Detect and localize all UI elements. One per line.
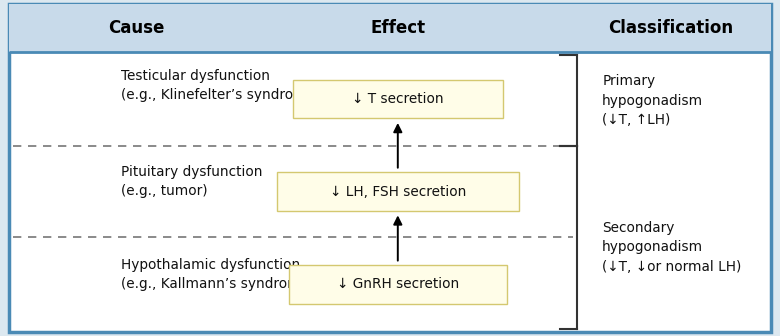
Text: ↓ T secretion: ↓ T secretion <box>352 92 444 106</box>
Text: Secondary
hypogonadism
(↓T, ↓or normal LH): Secondary hypogonadism (↓T, ↓or normal L… <box>602 221 742 274</box>
Text: ↓ LH, FSH secretion: ↓ LH, FSH secretion <box>330 184 466 199</box>
Text: Classification: Classification <box>608 19 733 37</box>
FancyBboxPatch shape <box>277 172 519 211</box>
Text: Testicular dysfunction
(e.g., Klinefelter’s syndrome): Testicular dysfunction (e.g., Klinefelte… <box>121 69 321 102</box>
Text: Hypothalamic dysfunction
(e.g., Kallmann’s syndrome): Hypothalamic dysfunction (e.g., Kallmann… <box>121 258 314 291</box>
FancyBboxPatch shape <box>9 4 771 52</box>
Text: Pituitary dysfunction
(e.g., tumor): Pituitary dysfunction (e.g., tumor) <box>121 165 262 198</box>
Text: Effect: Effect <box>370 19 425 37</box>
Text: ↓ GnRH secretion: ↓ GnRH secretion <box>337 278 459 291</box>
Text: Primary
hypogonadism
(↓T, ↑LH): Primary hypogonadism (↓T, ↑LH) <box>602 74 704 127</box>
FancyBboxPatch shape <box>289 265 507 304</box>
FancyBboxPatch shape <box>292 80 503 119</box>
FancyBboxPatch shape <box>9 4 771 332</box>
Text: Cause: Cause <box>108 19 165 37</box>
